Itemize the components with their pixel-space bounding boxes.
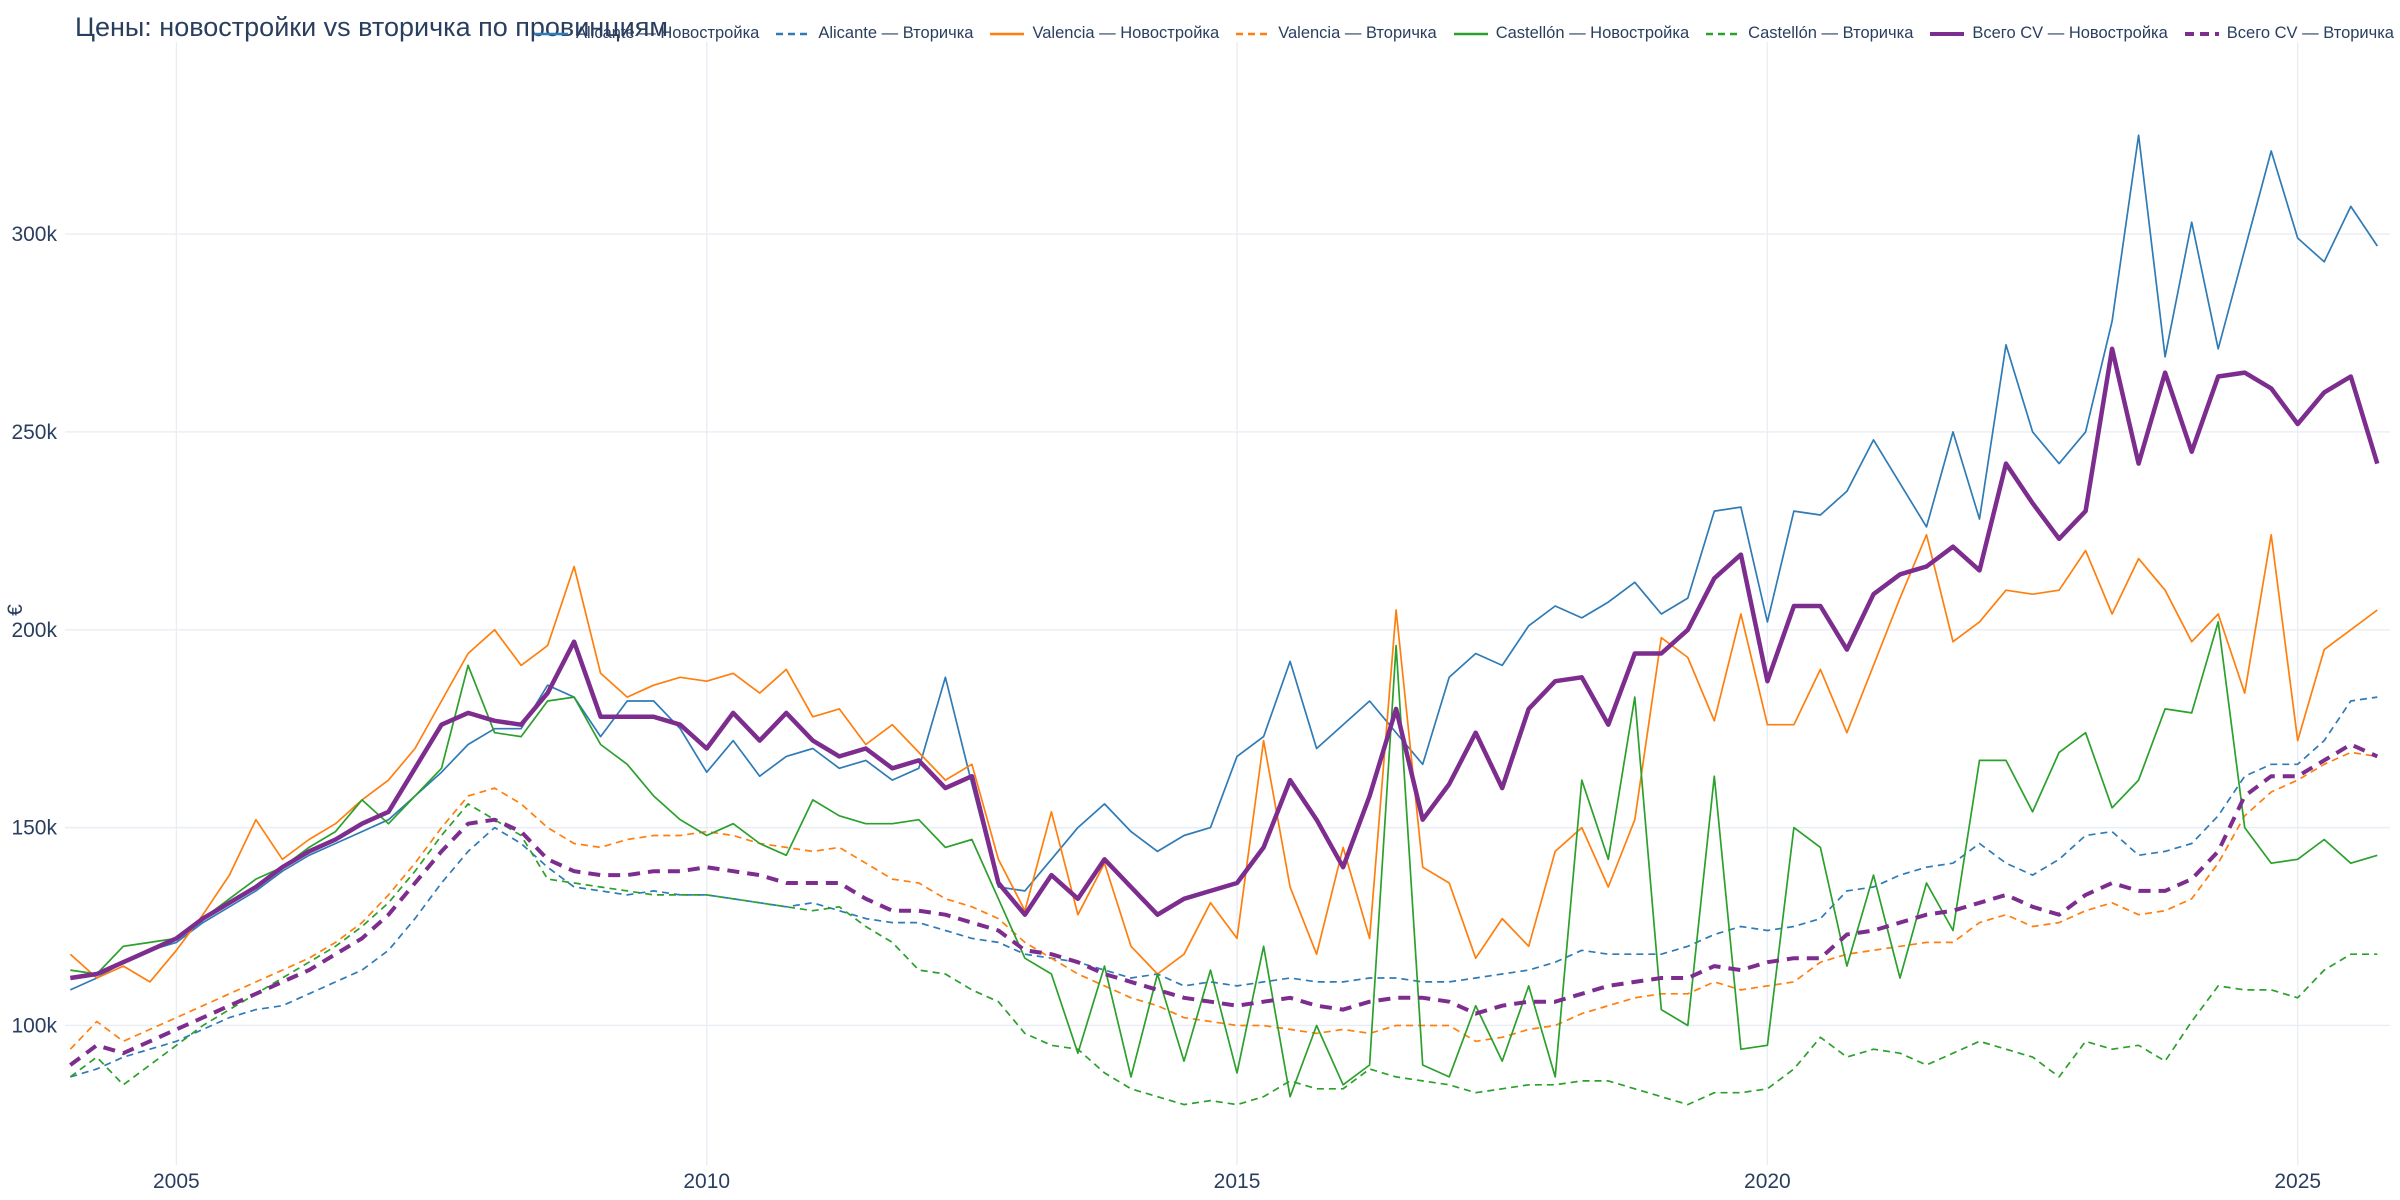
legend-item-Valencia — Вторичка[interactable]: Valencia — Вторичка xyxy=(1235,24,1437,43)
legend: Alicante — Новостройка Alicante — Вторичк… xyxy=(533,24,2394,43)
legend-item-Castellón — Вторичка[interactable]: Castellón — Вторичка xyxy=(1705,24,1913,43)
y-tick-label: 200k xyxy=(11,619,57,642)
legend-swatch-line xyxy=(1236,32,1271,35)
y-tick-label: 150k xyxy=(11,817,57,840)
x-tick-label: 2025 xyxy=(2274,1170,2321,1193)
legend-swatch-line xyxy=(2184,31,2219,36)
series-line-Alicante — Вторичка xyxy=(70,696,2378,1078)
series-line-Alicante — Новостройка xyxy=(69,134,2379,991)
series-line-Всего CV — Новостройка xyxy=(69,346,2380,981)
legend-item-Valencia — Новостройка[interactable]: Valencia — Новостройка xyxy=(989,24,1219,43)
legend-label: Alicante — Вторичка xyxy=(818,24,974,42)
legend-label: Всего CV — Вторичка xyxy=(2226,24,2394,42)
legend-label: Alicante — Новостройка xyxy=(575,24,760,42)
legend-label: Всего CV — Новостройка xyxy=(1972,24,2168,42)
y-tick-label: 100k xyxy=(11,1014,57,1037)
x-tick-label: 2005 xyxy=(153,1170,200,1193)
series-line-Valencia — Вторичка xyxy=(69,751,2378,1050)
x-tick-label: 2015 xyxy=(1214,1170,1261,1193)
x-tick-label: 2020 xyxy=(1744,1170,1791,1193)
chart-title: Цены: новостройки vs вторичка по провинц… xyxy=(75,12,668,42)
legend-item-Всего CV — Вторичка[interactable]: Всего CV — Вторичка xyxy=(2184,24,2394,43)
legend-item-Alicante — Новостройка[interactable]: Alicante — Новостройка xyxy=(533,24,759,43)
series-line-Всего CV — Вторичка xyxy=(69,742,2379,1067)
legend-label: Castellón — Новостройка xyxy=(1495,24,1690,42)
legend-swatch-line xyxy=(990,32,1025,35)
legend-item-Castellón — Новостройка[interactable]: Castellón — Новостройка xyxy=(1453,24,1689,43)
legend-label: Valencia — Новостройка xyxy=(1032,24,1220,42)
legend-swatch-line xyxy=(533,32,568,35)
legend-item-Alicante — Вторичка[interactable]: Alicante — Вторичка xyxy=(775,24,973,43)
series-line-Valencia — Новостройка xyxy=(69,533,2378,983)
y-axis-title: € xyxy=(4,604,27,616)
legend-swatch-line xyxy=(1930,31,1965,36)
y-tick-label: 250k xyxy=(11,421,57,444)
y-tick-label: 300k xyxy=(11,223,57,246)
x-tick-label: 2010 xyxy=(683,1170,730,1193)
legend-item-Всего CV — Новостройка[interactable]: Всего CV — Новостройка xyxy=(1929,24,2168,43)
legend-swatch-line xyxy=(1453,32,1488,35)
legend-label: Castellón — Вторичка xyxy=(1748,24,1914,42)
legend-label: Valencia — Вторичка xyxy=(1278,24,1437,42)
series-line-Castellón — Вторичка xyxy=(69,803,2378,1106)
legend-swatch-line xyxy=(776,32,811,35)
legend-swatch-line xyxy=(1706,32,1741,35)
